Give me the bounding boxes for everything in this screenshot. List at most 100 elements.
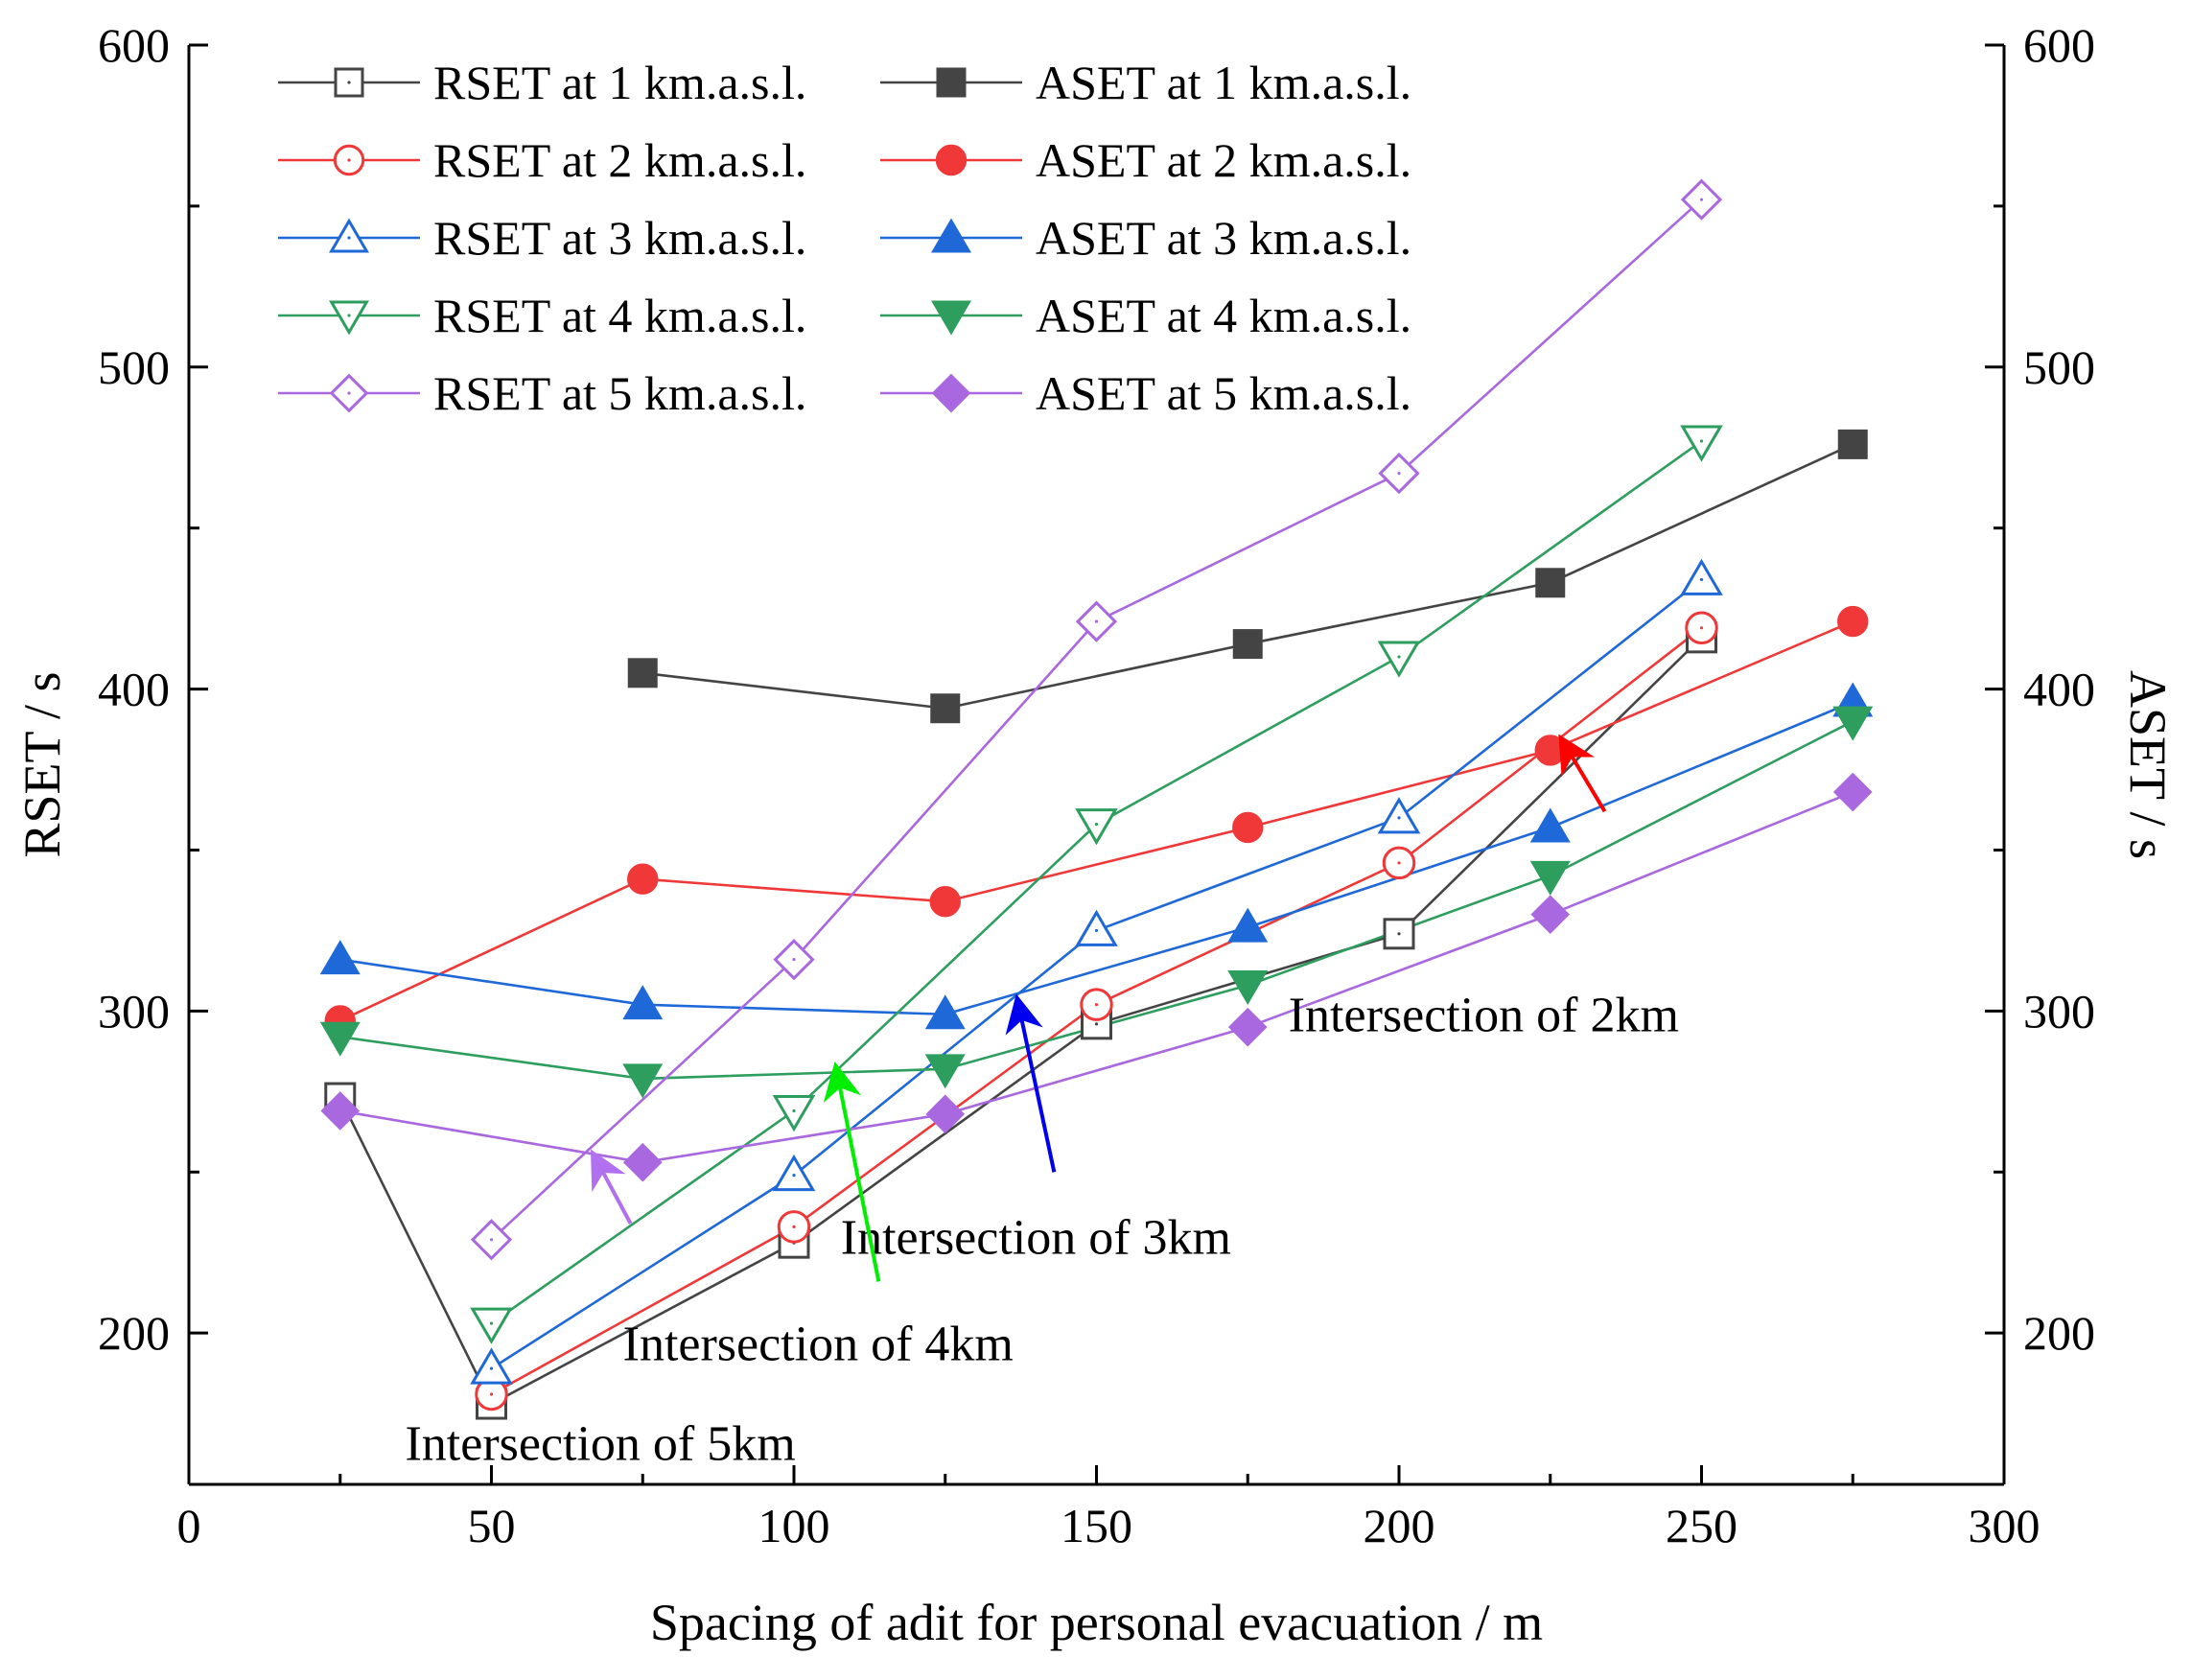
y-left-tick-label-2: 400 (98, 663, 170, 716)
data-point-9-1-shape (622, 1142, 663, 1182)
legend-marker-1 (936, 67, 967, 98)
data-point-6-4 (1680, 425, 1723, 462)
legend-marker-1-shape (936, 67, 967, 98)
legend-label-9: ASET at 5 km.a.s.l. (1036, 366, 1411, 420)
annotation-label-3: Intersection of 5km (405, 1416, 795, 1471)
annotation-arrow-0 (1558, 734, 1607, 813)
data-point-6-3-shape (1377, 641, 1421, 678)
data-point-5-3 (1227, 907, 1269, 943)
data-point-9-4 (1530, 895, 1571, 934)
legend-marker-7-shape (931, 300, 971, 336)
data-point-0-3-center-dot (1094, 1022, 1099, 1026)
data-point-1-0 (627, 658, 658, 688)
legend-label-0: RSET at 1 km.a.s.l. (433, 56, 806, 109)
x-tick-label-6: 300 (1969, 1499, 2040, 1552)
x-tick-label-0: 0 (177, 1499, 201, 1552)
data-point-8-3 (1378, 452, 1420, 495)
data-point-7-0-shape (319, 1021, 361, 1057)
data-point-1-2-shape (1232, 629, 1263, 660)
legend-label-7: ASET at 4 km.a.s.l. (1036, 289, 1411, 342)
data-point-3-3-shape (1232, 811, 1264, 844)
y-left-tick-label-1: 300 (98, 984, 170, 1038)
data-point-2-1-center-dot (792, 1225, 796, 1228)
y-right-tick-label-2: 400 (2023, 663, 2095, 716)
data-point-3-3 (1232, 811, 1264, 844)
data-point-6-0 (470, 1307, 513, 1344)
data-point-9-4-shape (1530, 895, 1571, 934)
data-point-4-2 (1075, 909, 1118, 946)
legend-marker-0-center-dot (347, 81, 351, 84)
legend-label-1: ASET at 1 km.a.s.l. (1036, 56, 1411, 109)
data-point-3-2 (929, 886, 961, 918)
data-point-2-4-center-dot (1699, 626, 1704, 630)
legend-label-5: ASET at 3 km.a.s.l. (1036, 211, 1411, 265)
legend-marker-0 (334, 67, 364, 98)
data-point-6-2 (1075, 808, 1118, 846)
legend-marker-9-shape (931, 373, 971, 413)
legend-label-2: RSET at 2 km.a.s.l. (433, 133, 806, 187)
legend-marker-2 (333, 144, 365, 176)
data-point-4-3-shape (1377, 797, 1421, 834)
data-point-7-4-shape (1529, 860, 1571, 896)
data-point-9-5 (1832, 772, 1873, 812)
data-point-8-3-center-dot (1397, 472, 1401, 476)
data-point-5-0-shape (319, 940, 361, 975)
series-line-5 (339, 700, 1854, 1016)
data-point-9-2-shape (925, 1094, 966, 1134)
data-point-5-2-shape (924, 994, 966, 1030)
data-point-4-3-center-dot (1397, 816, 1401, 820)
data-point-2-2 (1080, 988, 1113, 1021)
data-point-6-3-center-dot (1397, 655, 1401, 659)
data-point-1-3-shape (1535, 568, 1566, 598)
data-point-5-4 (1529, 807, 1571, 843)
data-point-4-0 (470, 1347, 513, 1385)
data-point-3-4 (1534, 735, 1566, 766)
data-point-7-3 (1227, 970, 1269, 1005)
y-left-tick-label-4: 600 (98, 18, 170, 72)
annotation-label-2: Intersection of 4km (623, 1317, 1014, 1371)
data-point-3-2-shape (929, 886, 961, 918)
data-point-0-4 (1383, 918, 1415, 950)
data-point-7-1-shape (622, 1063, 664, 1099)
data-point-0-4-center-dot (1397, 932, 1401, 936)
data-point-7-4 (1529, 860, 1571, 896)
y-right-tick-label-4: 600 (2023, 18, 2095, 72)
data-point-8-0-center-dot (489, 1238, 494, 1242)
legend-label-3: ASET at 2 km.a.s.l. (1036, 133, 1411, 187)
data-point-6-4-shape (1680, 425, 1723, 462)
legend-label-8: RSET at 5 km.a.s.l. (433, 366, 806, 420)
data-point-3-4-shape (1534, 735, 1566, 766)
data-point-4-1 (772, 1154, 816, 1192)
data-point-1-1-shape (930, 693, 961, 724)
annotation-arrow-1 (1005, 993, 1057, 1173)
legend-marker-4 (329, 218, 369, 253)
data-point-6-1-center-dot (792, 1108, 796, 1113)
legend-label-4: RSET at 3 km.a.s.l. (433, 211, 806, 265)
y-left-tick-label-3: 500 (98, 340, 170, 394)
x-tick-label-4: 200 (1364, 1499, 1435, 1552)
legend-marker-4-shape (329, 218, 369, 253)
data-point-8-2-center-dot (1094, 619, 1099, 623)
legend-marker-6 (329, 300, 369, 336)
data-point-3-1 (627, 863, 659, 895)
y-left-tick-label-0: 200 (98, 1306, 170, 1360)
legend-marker-3 (935, 144, 968, 176)
x-tick-label-3: 150 (1061, 1499, 1132, 1552)
data-point-5-2 (924, 994, 966, 1030)
data-point-8-4-center-dot (1699, 198, 1704, 201)
y-right-tick-label-0: 200 (2023, 1306, 2095, 1360)
y-axis-title-left: RSET / s (13, 671, 71, 857)
x-tick-label-1: 50 (468, 1499, 516, 1552)
data-point-8-2 (1075, 600, 1118, 642)
data-point-5-1 (622, 985, 664, 1020)
data-point-6-0-shape (470, 1307, 513, 1344)
data-point-9-1 (622, 1142, 663, 1182)
data-point-7-2 (924, 1054, 966, 1089)
data-point-2-0-center-dot (489, 1392, 494, 1396)
data-point-4-0-center-dot (489, 1366, 494, 1370)
data-point-6-4-center-dot (1699, 439, 1704, 443)
data-point-7-2-shape (924, 1054, 966, 1089)
data-point-3-5 (1837, 605, 1869, 638)
data-point-9-0-shape (320, 1091, 361, 1131)
